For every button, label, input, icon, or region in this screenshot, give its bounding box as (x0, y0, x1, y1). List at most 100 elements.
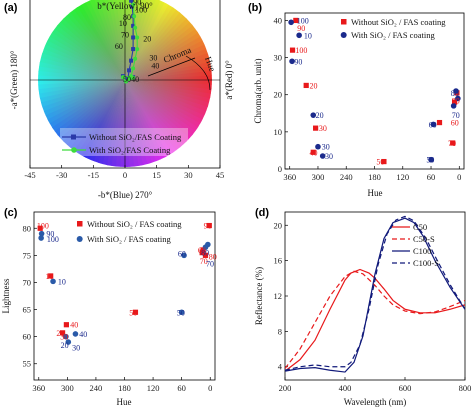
a-point-circle (131, 2, 136, 7)
panel-a-legend: Without SiO₂/FAS Coating With SiO₂/FAS C… (60, 128, 188, 156)
a-point-label: 90 (133, 0, 141, 7)
c-legend-marker-without (77, 221, 83, 227)
a-point-square (129, 58, 134, 63)
point-label: 10 (58, 277, 66, 286)
panel-d-frame (284, 211, 466, 381)
data-point-square (289, 47, 296, 53)
a-legend-marker-without (71, 134, 76, 140)
xtick-label: 120 (396, 172, 409, 182)
a-point-circle (131, 66, 136, 71)
point-label: 30 (322, 143, 330, 152)
point-label: 10 (45, 272, 53, 281)
a-xtick-label: 0 (123, 170, 127, 180)
xtick-label: 120 (147, 383, 160, 393)
point-label: 50 (129, 308, 137, 317)
point-label: 30 (72, 343, 80, 352)
data-point-circle (38, 235, 44, 241)
ytick-label: 65 (23, 305, 32, 315)
point-label: 80 (201, 249, 209, 258)
xtick-label: 0 (457, 172, 461, 182)
panel-label-a: (a) (4, 2, 18, 14)
point-label: 70 (448, 139, 456, 148)
point-label: 90 (204, 222, 212, 231)
point-label: 40 (70, 321, 78, 330)
point-label: 50 (376, 158, 384, 167)
a-point-label: 20 (143, 34, 151, 43)
data-point-circle (288, 19, 294, 26)
a-point-label: 40 (151, 61, 159, 70)
a-right-label: a*(Red) 0° (224, 60, 234, 100)
data-point-square (206, 222, 212, 229)
panel-label-b: (b) (248, 2, 262, 14)
point-label: 100 (47, 235, 59, 244)
a-point-square (129, 0, 134, 3)
point-label: 50 (426, 156, 434, 165)
point-label: 60 (178, 250, 186, 259)
point-label: 90 (294, 57, 302, 66)
xtick-label: 360 (32, 383, 45, 393)
d-ytick-label: 4 (278, 362, 283, 372)
a-hue-arc (185, 55, 211, 91)
a-point-square (131, 35, 136, 40)
a-point-circle (120, 75, 125, 80)
b-legend-text-without: Without SiO₂ / FAS coating (351, 17, 446, 27)
point-label: 70 (452, 111, 460, 120)
xtick-label: 60 (427, 172, 436, 182)
a-legend-text-without: Without SiO₂/FAS Coating (89, 132, 182, 142)
data-point-square (63, 322, 69, 328)
data-point-circle (202, 244, 209, 251)
point-label: 70 (200, 257, 208, 266)
a-point-square (131, 23, 136, 28)
ytick-label: 40 (274, 15, 283, 25)
ytick-label: 20 (274, 90, 283, 100)
data-point-circle (50, 278, 56, 285)
a-chroma-arrow (147, 57, 196, 77)
data-point-circle (296, 32, 302, 39)
a-point-square (130, 4, 135, 9)
data-point-circle (289, 58, 295, 65)
panel-d: 200 400 600 800 4 8 12 16 20 Wavelength (nm) Ref… (254, 207, 471, 407)
d-series-line (285, 270, 465, 369)
a-xtick-label: 30 (184, 170, 193, 180)
xtick-label: 0 (208, 383, 212, 393)
data-point-circle (453, 88, 459, 94)
panel-label-c: (c) (4, 207, 18, 219)
a-point-circle (135, 47, 140, 52)
data-point-circle (65, 339, 72, 345)
d-ytick-label: 20 (274, 220, 283, 230)
panel-d-legend: C50 C50-S C100 C100-S (392, 222, 439, 268)
data-point-circle (181, 252, 187, 259)
point-label: 100 (37, 222, 49, 231)
data-point-circle (178, 309, 185, 316)
a-point-label: 70 (121, 30, 129, 39)
data-point-square (200, 247, 206, 253)
a-point-circle (135, 35, 140, 40)
point-label: 90 (452, 96, 460, 105)
data-point-square (37, 225, 43, 231)
point-label: 10 (304, 31, 312, 40)
a-point-label: 30 (149, 54, 157, 63)
d-ylabel: Reflectance (%) (254, 267, 264, 325)
data-point-square (450, 140, 456, 146)
a-point-label: 80 (123, 13, 131, 22)
point-label: 80 (451, 89, 459, 98)
data-point-circle (430, 121, 437, 128)
a-point-label: 40 (131, 75, 139, 84)
d-legend-text: C100 (413, 246, 431, 256)
data-point-circle (63, 333, 69, 340)
data-point-square (48, 273, 54, 279)
ytick-label: 55 (23, 359, 32, 369)
point-label: 60 (429, 120, 437, 129)
b-ylabel: Chroma(arb. unit) (253, 59, 263, 124)
a-point-label: 50 (123, 75, 131, 84)
a-legend-marker-with (71, 147, 77, 153)
xtick-label: 180 (118, 383, 131, 393)
point-label: 30 (60, 333, 68, 342)
point-label: 20 (56, 329, 64, 338)
point-label: 20 (309, 81, 317, 90)
a-point-circle (124, 79, 129, 84)
